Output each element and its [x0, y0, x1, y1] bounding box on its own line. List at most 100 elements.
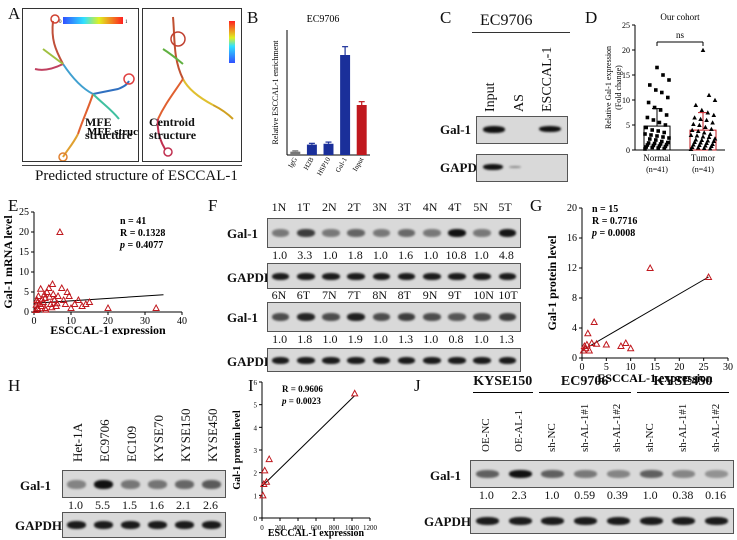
d-title: Our cohort	[660, 12, 700, 22]
cohort-dot-plot: Our cohort 0 5 10 15 20 25 Relative Gal-1 expre…	[604, 12, 725, 174]
x-tick-label: 30	[723, 362, 733, 373]
panel-f: F 1N 1T 2N 2T 3N 3T 4N 4T 5N 5T Gal-1 1.0 3.3 1.0 1.…	[205, 190, 525, 372]
band	[67, 479, 86, 489]
d-point	[666, 95, 670, 100]
d-point	[697, 122, 702, 127]
mrna-correlation-scatter: 0 10 20 30 40 0 5 10 15 20 25 ESCCAL-1 expression Ga…	[1, 207, 187, 335]
band	[94, 521, 113, 529]
panel-h-label: H	[8, 376, 21, 395]
scatter-point	[36, 284, 45, 292]
x-tick-label: 30	[140, 316, 150, 327]
lane-as: AS	[512, 94, 527, 112]
y-tick-label: 8	[572, 293, 577, 304]
scatter-point	[44, 283, 53, 291]
d-point	[651, 118, 656, 122]
x-tick-label: 10	[66, 316, 76, 327]
band	[322, 356, 340, 364]
regression-line	[261, 395, 356, 487]
scatter-point	[41, 305, 50, 313]
lane-label: 2N	[322, 200, 337, 214]
d-point	[706, 92, 712, 97]
x-tick-label: 5	[604, 362, 609, 373]
band	[574, 517, 598, 525]
d-point	[691, 142, 696, 147]
band	[296, 356, 315, 364]
d-point	[711, 138, 717, 143]
y-tick-label: 25	[19, 207, 29, 218]
band	[422, 229, 441, 237]
band	[475, 470, 499, 478]
c-blot-gapdh	[476, 154, 568, 182]
d-point	[699, 107, 705, 112]
x-tick-label: 1000	[345, 524, 360, 532]
j-group-rule	[473, 392, 533, 393]
lane-label: KYSE70	[150, 415, 166, 462]
band	[94, 479, 113, 489]
y-tick-label: 0	[254, 515, 258, 523]
x-tick-label: 200	[275, 524, 286, 532]
y-tick-label: 20	[19, 227, 29, 238]
band	[508, 517, 532, 525]
band	[498, 272, 517, 280]
b-tick-gal-1: Gal-1	[334, 156, 349, 174]
band	[448, 229, 466, 237]
scatter-point	[32, 305, 40, 313]
d-point	[703, 124, 708, 129]
scatter-point	[262, 477, 271, 485]
panel-c: C EC9706 Input AS ESCCAL-1 Gal-1 GAPDH	[440, 0, 575, 190]
lane-label: 3T	[397, 200, 411, 214]
band	[473, 313, 491, 321]
d-point	[698, 116, 703, 121]
scatter-point	[40, 290, 49, 298]
panel-e-label: E	[8, 196, 19, 215]
f-blot-gapdh-top	[267, 263, 521, 289]
panel-i-label: I	[248, 376, 254, 395]
d-point	[711, 112, 717, 117]
lane-label: OE-NC	[480, 418, 493, 452]
x-tick-label: 40	[177, 316, 187, 327]
scatter-point	[626, 344, 635, 352]
scatter-point	[602, 340, 611, 348]
lane-label: 7T	[347, 288, 361, 302]
scatter-point	[74, 295, 83, 303]
scatter-point	[48, 279, 57, 287]
band	[121, 521, 140, 529]
d-point	[650, 145, 654, 150]
band	[67, 521, 86, 529]
d-point	[697, 142, 702, 147]
d-point	[662, 146, 666, 151]
d-point	[656, 129, 660, 133]
y-axis-label: Gal-1 protein level	[232, 410, 243, 489]
d-point	[663, 123, 668, 127]
band	[606, 470, 630, 478]
band	[347, 229, 365, 237]
j-group-label: EC9706	[560, 374, 609, 389]
panel-b: B EC9706 Relative ESCCAL-1 enrichment IgG H…	[245, 0, 375, 190]
quant-value: 1.0	[473, 332, 489, 346]
d-point	[654, 88, 658, 92]
d-ytick-label: 15	[622, 71, 630, 80]
band	[271, 356, 290, 364]
d-y-label-1: Relative Gal-1 expression	[604, 46, 613, 129]
d-point	[661, 135, 665, 139]
x-tick-label: 25	[699, 362, 709, 373]
svg-text:0: 0	[59, 20, 62, 25]
j-group-rule	[538, 392, 631, 393]
y-tick-label: 4	[254, 424, 258, 432]
panel-h: H Het-1A EC9706 EC109 KYSE70 KYSE150 KYSE450 …	[0, 370, 230, 540]
d-point	[712, 97, 718, 102]
scatter-point	[587, 338, 596, 346]
band	[397, 272, 416, 280]
y-tick-label: 0	[24, 307, 29, 318]
band	[672, 470, 696, 478]
d-point	[707, 146, 713, 151]
scatter-point	[590, 317, 599, 325]
scatter-point	[47, 303, 56, 311]
b-tick-igg: IgG	[287, 156, 299, 169]
y-axis-label: Gal-1 mRNA level	[1, 215, 15, 309]
d-point	[706, 134, 712, 139]
band	[422, 313, 441, 321]
d-point	[692, 139, 697, 144]
d-point	[655, 65, 659, 70]
y-tick-label: 10	[19, 267, 29, 278]
